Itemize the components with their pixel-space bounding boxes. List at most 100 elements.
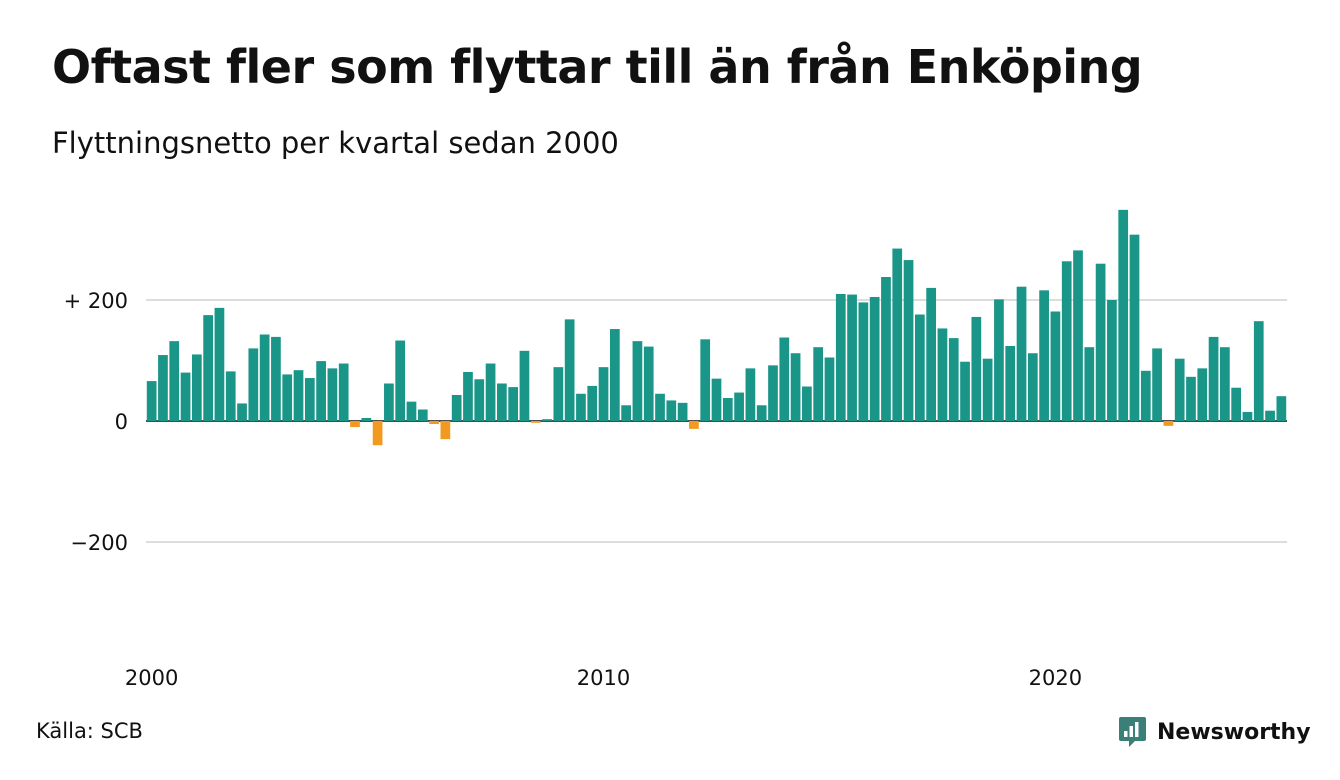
- bar: [813, 347, 824, 421]
- bar: [1118, 209, 1129, 421]
- bar: [519, 350, 530, 421]
- bar: [1174, 358, 1185, 421]
- bar: [564, 319, 575, 421]
- y-tick-label: 0: [115, 410, 128, 434]
- bar: [327, 368, 338, 421]
- x-tick-label: 2000: [125, 666, 178, 690]
- bar: [530, 421, 541, 423]
- bar: [689, 421, 699, 429]
- bar: [237, 403, 247, 421]
- bar: [214, 307, 225, 421]
- bar: [1265, 410, 1275, 421]
- bar: [768, 365, 778, 421]
- chart-subtitle: Flyttningsnetto per kvartal sedan 2000: [52, 126, 619, 160]
- bar: [282, 374, 293, 422]
- bar: [1005, 345, 1016, 421]
- bar: [700, 339, 711, 421]
- bar: [384, 383, 394, 421]
- bar: [146, 381, 157, 421]
- bar: [722, 398, 733, 421]
- bar: [858, 302, 869, 421]
- bar: [1276, 396, 1287, 421]
- bar: [395, 340, 406, 421]
- bar: [1027, 353, 1038, 421]
- bar: [180, 372, 191, 421]
- bar: [1163, 421, 1174, 426]
- bar: [361, 417, 372, 421]
- bar: [1208, 336, 1219, 421]
- bar: [903, 260, 914, 421]
- y-tick-label: −200: [70, 531, 128, 555]
- x-tick-label: 2010: [577, 666, 630, 690]
- bar: [655, 393, 665, 421]
- bar: [1231, 387, 1242, 421]
- bar: [869, 296, 880, 421]
- bar: [948, 338, 959, 421]
- bar: [259, 334, 270, 422]
- bar: [1039, 290, 1049, 421]
- bar: [440, 421, 451, 440]
- bar: [497, 383, 507, 421]
- bar: [203, 315, 213, 422]
- bar: [621, 405, 631, 421]
- bar: [406, 401, 417, 421]
- bar: [734, 392, 744, 421]
- bar: [790, 353, 801, 421]
- bar: [745, 368, 756, 421]
- bar: [802, 386, 812, 421]
- source-note: Källa: SCB: [36, 719, 143, 743]
- bar: [756, 405, 767, 421]
- bar: [271, 336, 281, 421]
- bar: [587, 385, 598, 421]
- bar: [1242, 411, 1253, 421]
- bars: [146, 209, 1287, 446]
- bar: [508, 387, 519, 421]
- brand-name: Newsworthy: [1157, 719, 1311, 745]
- newsworthy-logo-icon: [1119, 717, 1146, 747]
- bar: [553, 367, 564, 421]
- bar: [1152, 348, 1162, 421]
- bar: [971, 316, 982, 421]
- bar: [847, 294, 857, 421]
- x-tick-label: 2020: [1029, 666, 1082, 690]
- bar: [451, 394, 462, 422]
- bar: [576, 393, 586, 421]
- bar: [1140, 370, 1151, 421]
- bar: [960, 361, 970, 421]
- brand-logo: Newsworthy: [1118, 714, 1311, 750]
- bar: [316, 361, 326, 421]
- bar: [677, 402, 688, 421]
- bar: [417, 409, 428, 421]
- bar: [982, 358, 993, 421]
- bar: [711, 378, 722, 421]
- bar: [304, 378, 315, 421]
- bar: [485, 363, 496, 421]
- bar: [1107, 300, 1117, 421]
- bar: [1253, 321, 1264, 422]
- bar: [542, 419, 552, 421]
- bar: [372, 421, 383, 446]
- bar: [158, 355, 168, 421]
- bar: [598, 367, 609, 421]
- bar: [1084, 347, 1095, 421]
- axis-labels: + 200 0 −200 2000 2010 2020: [64, 289, 1082, 690]
- bar: [824, 357, 835, 421]
- bar: [1129, 234, 1140, 421]
- bar: [463, 372, 473, 421]
- bar: [169, 341, 180, 421]
- bar: [1186, 376, 1196, 421]
- bar: [1016, 286, 1027, 421]
- bar: [609, 329, 620, 421]
- bar: [881, 277, 891, 421]
- bar: [248, 348, 259, 421]
- bar: [474, 379, 485, 421]
- bar: [926, 287, 937, 421]
- bar: [835, 293, 846, 421]
- bar: [643, 346, 654, 421]
- bar: [338, 363, 349, 421]
- bar: [191, 354, 202, 421]
- bar-chart: + 200 0 −200 2000 2010 2020: [64, 209, 1287, 690]
- bar: [1220, 347, 1230, 421]
- bar: [429, 421, 439, 425]
- bar: [666, 400, 677, 421]
